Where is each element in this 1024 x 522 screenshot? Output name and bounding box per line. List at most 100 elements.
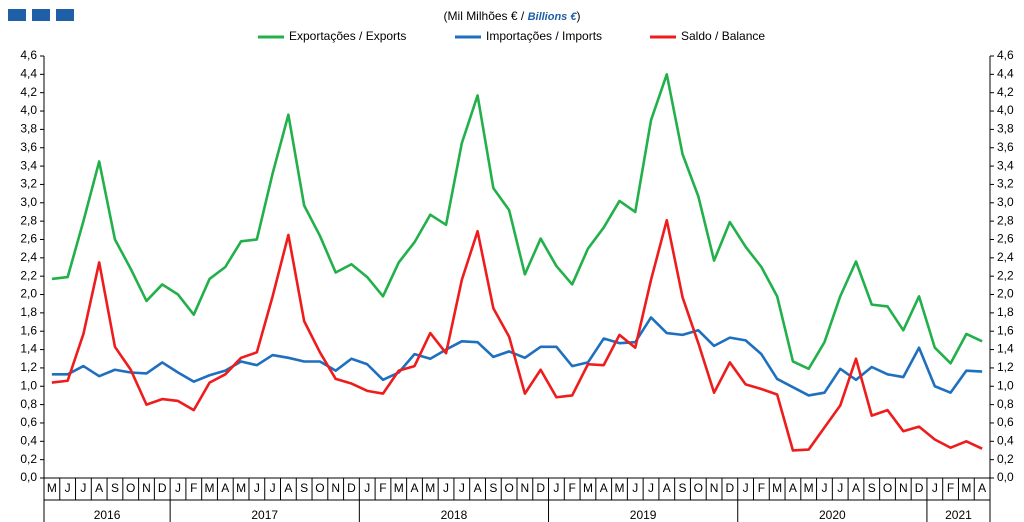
y-tick-label: 0,6 — [20, 415, 37, 429]
y-tick-label: 2,4 — [20, 250, 37, 264]
x-tick-label: F — [379, 481, 386, 495]
y2-tick-label: 1,8 — [997, 305, 1014, 319]
y-tick-label: 3,8 — [20, 122, 37, 136]
x-tick-label: O — [694, 481, 703, 495]
x-tick-label: S — [679, 481, 687, 495]
series-line — [51, 218, 983, 452]
y2-tick-label: 2,2 — [997, 268, 1014, 282]
y-tick-label: 1,8 — [20, 305, 37, 319]
logo-block — [8, 9, 26, 21]
y-tick-label: 0,4 — [20, 433, 37, 447]
y-tick-label: 1,2 — [20, 360, 37, 374]
x-group-label: 2020 — [819, 508, 846, 522]
subtitle-text: ) — [576, 9, 580, 23]
x-tick-label: N — [899, 481, 908, 495]
series-line — [51, 316, 983, 397]
x-tick-label: J — [254, 481, 260, 495]
x-group-label: 2018 — [441, 508, 468, 522]
y-tick-label: 4,6 — [20, 48, 37, 62]
x-tick-label: J — [443, 481, 449, 495]
y2-tick-label: 3,8 — [997, 122, 1014, 136]
y2-tick-label: 1,6 — [997, 323, 1014, 337]
x-tick-label: A — [95, 481, 103, 495]
y-tick-label: 2,6 — [20, 232, 37, 246]
y2-tick-label: 0,4 — [997, 433, 1014, 447]
y-tick-label: 0,2 — [20, 452, 37, 466]
x-tick-label: A — [789, 481, 797, 495]
x-tick-label: D — [726, 481, 735, 495]
y2-tick-label: 3,6 — [997, 140, 1014, 154]
y2-tick-label: 1,0 — [997, 378, 1014, 392]
y-tick-label: 2,0 — [20, 287, 37, 301]
y2-tick-label: 4,6 — [997, 48, 1014, 62]
x-tick-label: A — [852, 481, 860, 495]
y2-tick-label: 2,8 — [997, 213, 1014, 227]
x-tick-label: M — [583, 481, 593, 495]
x-tick-label: A — [411, 481, 419, 495]
x-tick-label: S — [868, 481, 876, 495]
y2-tick-label: 4,0 — [997, 103, 1014, 117]
x-tick-label: J — [821, 481, 827, 495]
y-tick-label: 2,2 — [20, 268, 37, 282]
y2-tick-label: 1,2 — [997, 360, 1014, 374]
y2-tick-label: 3,0 — [997, 195, 1014, 209]
x-tick-label: F — [758, 481, 765, 495]
x-group-label: 2021 — [945, 508, 972, 522]
subtitle: (Mil Milhões € / Billions €) — [444, 9, 581, 23]
legend-label: Importações / Imports — [486, 29, 602, 43]
y-tick-label: 2,8 — [20, 213, 37, 227]
logo-block — [32, 9, 50, 21]
y2-tick-label: 4,2 — [997, 85, 1014, 99]
legend-label: Exportações / Exports — [289, 29, 406, 43]
y2-tick-label: 3,4 — [997, 158, 1014, 172]
y2-tick-label: 0,6 — [997, 415, 1014, 429]
x-tick-label: J — [553, 481, 559, 495]
x-tick-label: A — [221, 481, 229, 495]
x-tick-label: M — [236, 481, 246, 495]
x-tick-label: D — [347, 481, 356, 495]
y-tick-label: 4,4 — [20, 67, 37, 81]
x-tick-label: M — [205, 481, 215, 495]
legend-label: Saldo / Balance — [681, 29, 765, 43]
x-tick-label: F — [190, 481, 197, 495]
y2-tick-label: 3,2 — [997, 177, 1014, 191]
x-tick-label: M — [772, 481, 782, 495]
x-tick-label: M — [614, 481, 624, 495]
y2-tick-label: 0,2 — [997, 452, 1014, 466]
x-tick-label: S — [300, 481, 308, 495]
legend: Exportações / Exports Importações / Impor… — [258, 29, 765, 43]
x-tick-label: J — [648, 481, 654, 495]
x-tick-label: M — [961, 481, 971, 495]
x-tick-label: A — [663, 481, 671, 495]
x-tick-label: N — [331, 481, 340, 495]
y-tick-label: 1,4 — [20, 342, 37, 356]
x-tick-label: D — [158, 481, 167, 495]
x-tick-label: O — [315, 481, 324, 495]
x-tick-label: D — [915, 481, 924, 495]
x-tick-label: A — [600, 481, 608, 495]
x-tick-label: O — [126, 481, 135, 495]
y-tick-label: 1,6 — [20, 323, 37, 337]
x-tick-label: J — [459, 481, 465, 495]
subtitle-unit: Billions € — [528, 11, 578, 23]
y-tick-label: 3,4 — [20, 158, 37, 172]
x-tick-label: N — [142, 481, 151, 495]
x-tick-label: A — [474, 481, 482, 495]
x-tick-label: A — [284, 481, 292, 495]
x-tick-label: M — [394, 481, 404, 495]
y2-tick-label: 0,0 — [997, 470, 1014, 484]
x-tick-label: J — [270, 481, 276, 495]
x-tick-label: F — [947, 481, 954, 495]
y2-tick-label: 2,0 — [997, 287, 1014, 301]
x-tick-label: J — [743, 481, 749, 495]
x-tick-label: J — [364, 481, 370, 495]
y2-tick-label: 0,8 — [997, 397, 1014, 411]
x-tick-label: M — [425, 481, 435, 495]
x-tick-label: J — [837, 481, 843, 495]
x-tick-label: M — [804, 481, 814, 495]
x-tick-label: J — [932, 481, 938, 495]
y-tick-label: 4,0 — [20, 103, 37, 117]
x-tick-label: N — [521, 481, 530, 495]
series-line — [51, 73, 983, 371]
